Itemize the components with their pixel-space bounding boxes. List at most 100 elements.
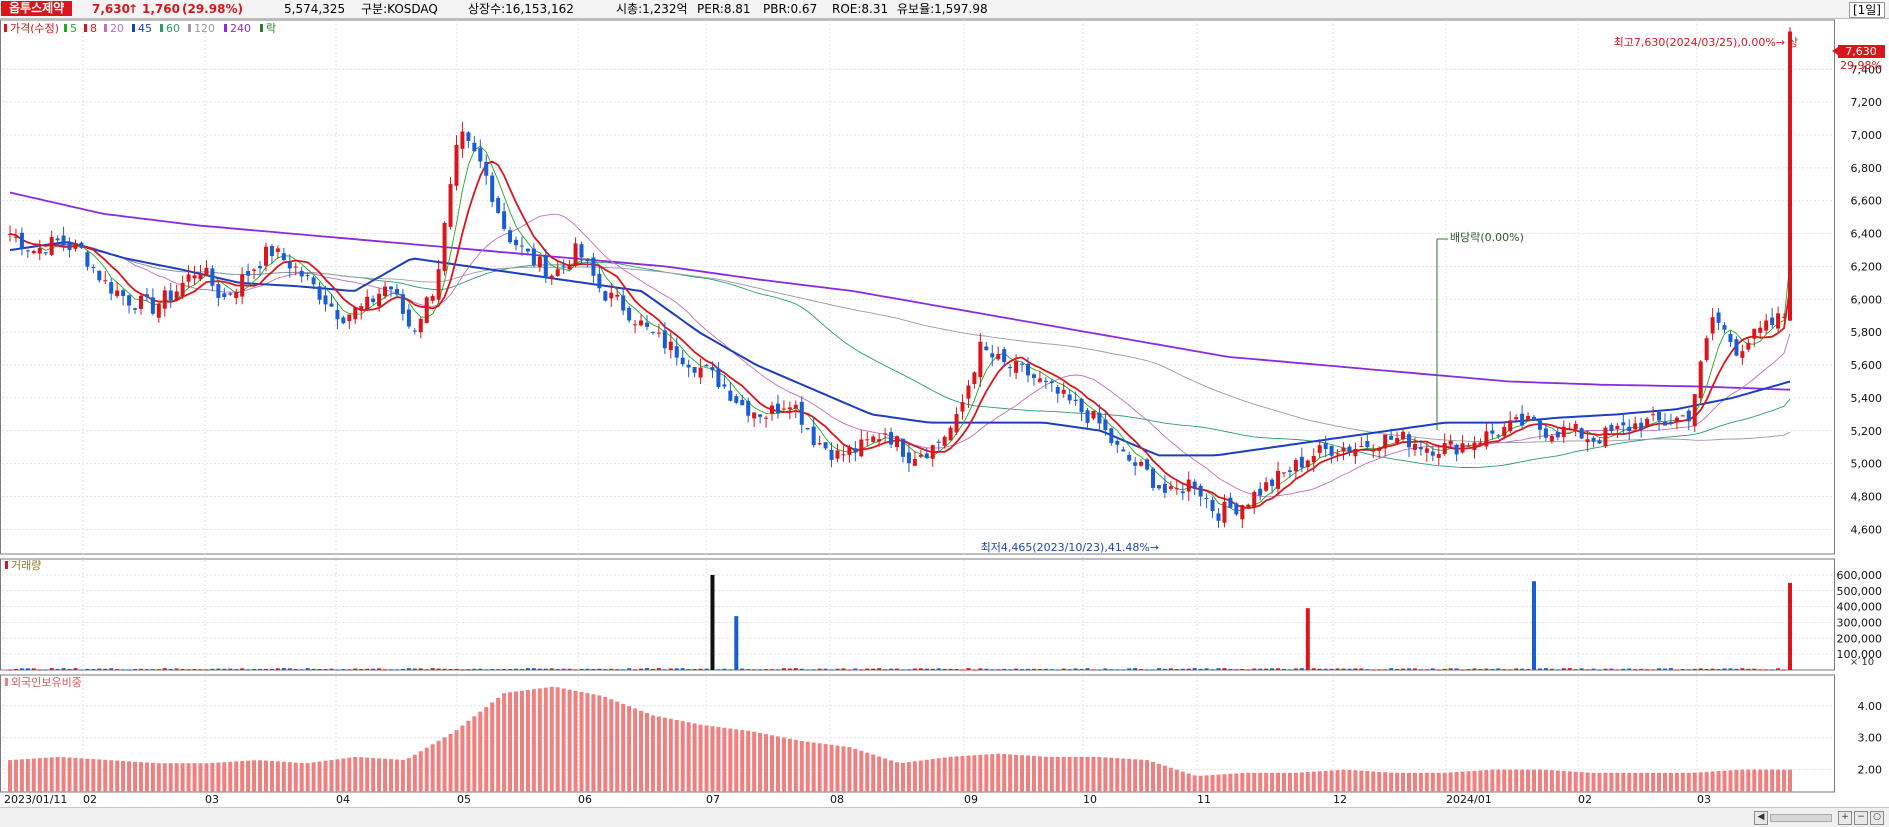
volume-bar	[1418, 669, 1423, 671]
volume-bar	[787, 668, 792, 670]
volume-bar	[1478, 669, 1483, 671]
candle-body	[1323, 442, 1328, 450]
market-type: 구분:KOSDAQ	[361, 2, 438, 16]
foreign-ratio-bar	[1401, 772, 1406, 792]
price-tick-label: 5,200	[1851, 425, 1883, 438]
candle-body	[1537, 420, 1542, 430]
candle-body	[1728, 334, 1733, 342]
foreign-ratio-bar	[1204, 775, 1209, 792]
volume-bar	[67, 668, 72, 670]
volume-bar	[275, 668, 280, 670]
candle-body	[692, 367, 697, 373]
candle-body	[1645, 418, 1650, 428]
volume-bar	[263, 668, 268, 670]
foreign-ratio-bar	[1341, 769, 1346, 792]
volume-bar	[704, 668, 709, 670]
zoom-reset-icon[interactable]: ○	[1870, 811, 1884, 825]
foreign-ratio-bar	[55, 756, 60, 792]
volume-bar	[895, 668, 900, 670]
zoom-slider[interactable]	[1770, 814, 1832, 822]
candle-body	[930, 445, 935, 459]
candle-body	[1061, 389, 1066, 394]
volume-bar	[770, 669, 775, 671]
volume-bar	[1359, 668, 1364, 670]
candle-body	[1782, 316, 1787, 318]
foreign-ratio-bar	[1228, 773, 1233, 792]
foreign-ratio-bar	[597, 695, 602, 792]
price-tick-label: 6,400	[1851, 228, 1883, 241]
volume-bar	[1264, 668, 1269, 670]
volume-bar	[37, 669, 42, 671]
foreign-ratio-bar	[8, 760, 12, 792]
volume-bar	[1543, 668, 1548, 670]
candle-body	[73, 243, 78, 249]
scroll-left-button[interactable]: ◀	[1754, 811, 1768, 825]
foreign-ratio-bar	[793, 739, 798, 792]
candle-body	[1424, 448, 1429, 453]
candle-body	[644, 322, 649, 327]
volume-bar	[1401, 668, 1406, 670]
volume-bar	[1603, 668, 1608, 670]
candle-body	[1121, 449, 1126, 452]
volume-bar	[1025, 668, 1030, 670]
candle-body	[138, 295, 143, 309]
foreign-ratio-bar	[1127, 758, 1132, 792]
foreign-legend-swatch	[5, 678, 8, 686]
stock-chart[interactable]: 7,400 7,200 7,000 6,800 6,600 6,400 6,200 6,000…	[0, 19, 1889, 807]
volume-bar	[1127, 668, 1132, 670]
volume-bar	[680, 668, 685, 670]
volume-bar	[1561, 668, 1566, 670]
volume-bar	[1555, 669, 1560, 671]
candle-body	[1210, 499, 1215, 511]
foreign-ratio-bar	[192, 763, 197, 792]
zoom-out-icon[interactable]: −	[1854, 811, 1868, 825]
panel-frame-1	[0, 558, 1835, 671]
chart-header: 옵투스제약 7,630 ↑ 1,760 (29.98%) 5,574,325 구…	[0, 0, 1889, 19]
volume-bar	[359, 669, 364, 671]
candle-body	[127, 295, 132, 306]
foreign-ratio-bar	[1246, 772, 1251, 792]
foreign-ratio-bar	[1037, 756, 1042, 792]
candle-body	[222, 293, 227, 297]
volume-legend-swatch	[5, 561, 8, 569]
foreign-ratio-bar	[835, 745, 840, 792]
foreign-ratio-bar	[1537, 769, 1542, 792]
volume-bar	[1014, 668, 1019, 670]
volume-bar	[972, 669, 977, 671]
volume-bar	[1246, 669, 1251, 671]
volume-bar	[603, 669, 608, 671]
foreign-ratio-bar	[228, 761, 233, 792]
foreign-ratio-bar	[1151, 761, 1156, 792]
volume-bar	[1698, 668, 1703, 670]
volume-bar	[1329, 668, 1334, 670]
legend-swatch	[84, 24, 87, 32]
period-button[interactable]: [1일]	[1848, 2, 1885, 18]
foreign-ratio-bar	[686, 722, 691, 792]
volume-bar	[335, 669, 340, 671]
stock-name[interactable]: 옵투스제약	[1, 1, 73, 16]
volume-bar	[1728, 668, 1733, 670]
volume-bar	[1168, 668, 1173, 670]
foreign-ratio-bar	[275, 761, 280, 792]
candle-body	[984, 346, 989, 351]
candle-body	[1365, 441, 1370, 448]
foreign-ratio-bar	[674, 719, 679, 792]
volume-bar	[1079, 669, 1084, 671]
volume-bar	[240, 668, 245, 670]
volume-bar	[668, 668, 673, 670]
chart-footer: ◀ + − ○	[0, 807, 1889, 827]
foreign-ratio-bar	[1418, 772, 1423, 792]
volume-bar	[192, 669, 197, 671]
foreign-ratio-bar	[156, 763, 161, 792]
volume-bar	[746, 669, 751, 671]
foreign-ratio-bar	[335, 759, 340, 792]
volume-bar	[216, 668, 221, 670]
volume-bar	[1549, 668, 1554, 670]
zoom-in-icon[interactable]: +	[1838, 811, 1852, 825]
foreign-ratio-bar	[1502, 769, 1507, 792]
candle-body	[936, 441, 941, 443]
volume-bar	[1448, 668, 1453, 670]
foreign-ratio-bar	[1305, 772, 1310, 792]
foreign-ratio-bar	[930, 759, 935, 792]
foreign-ratio-bar	[85, 758, 90, 792]
